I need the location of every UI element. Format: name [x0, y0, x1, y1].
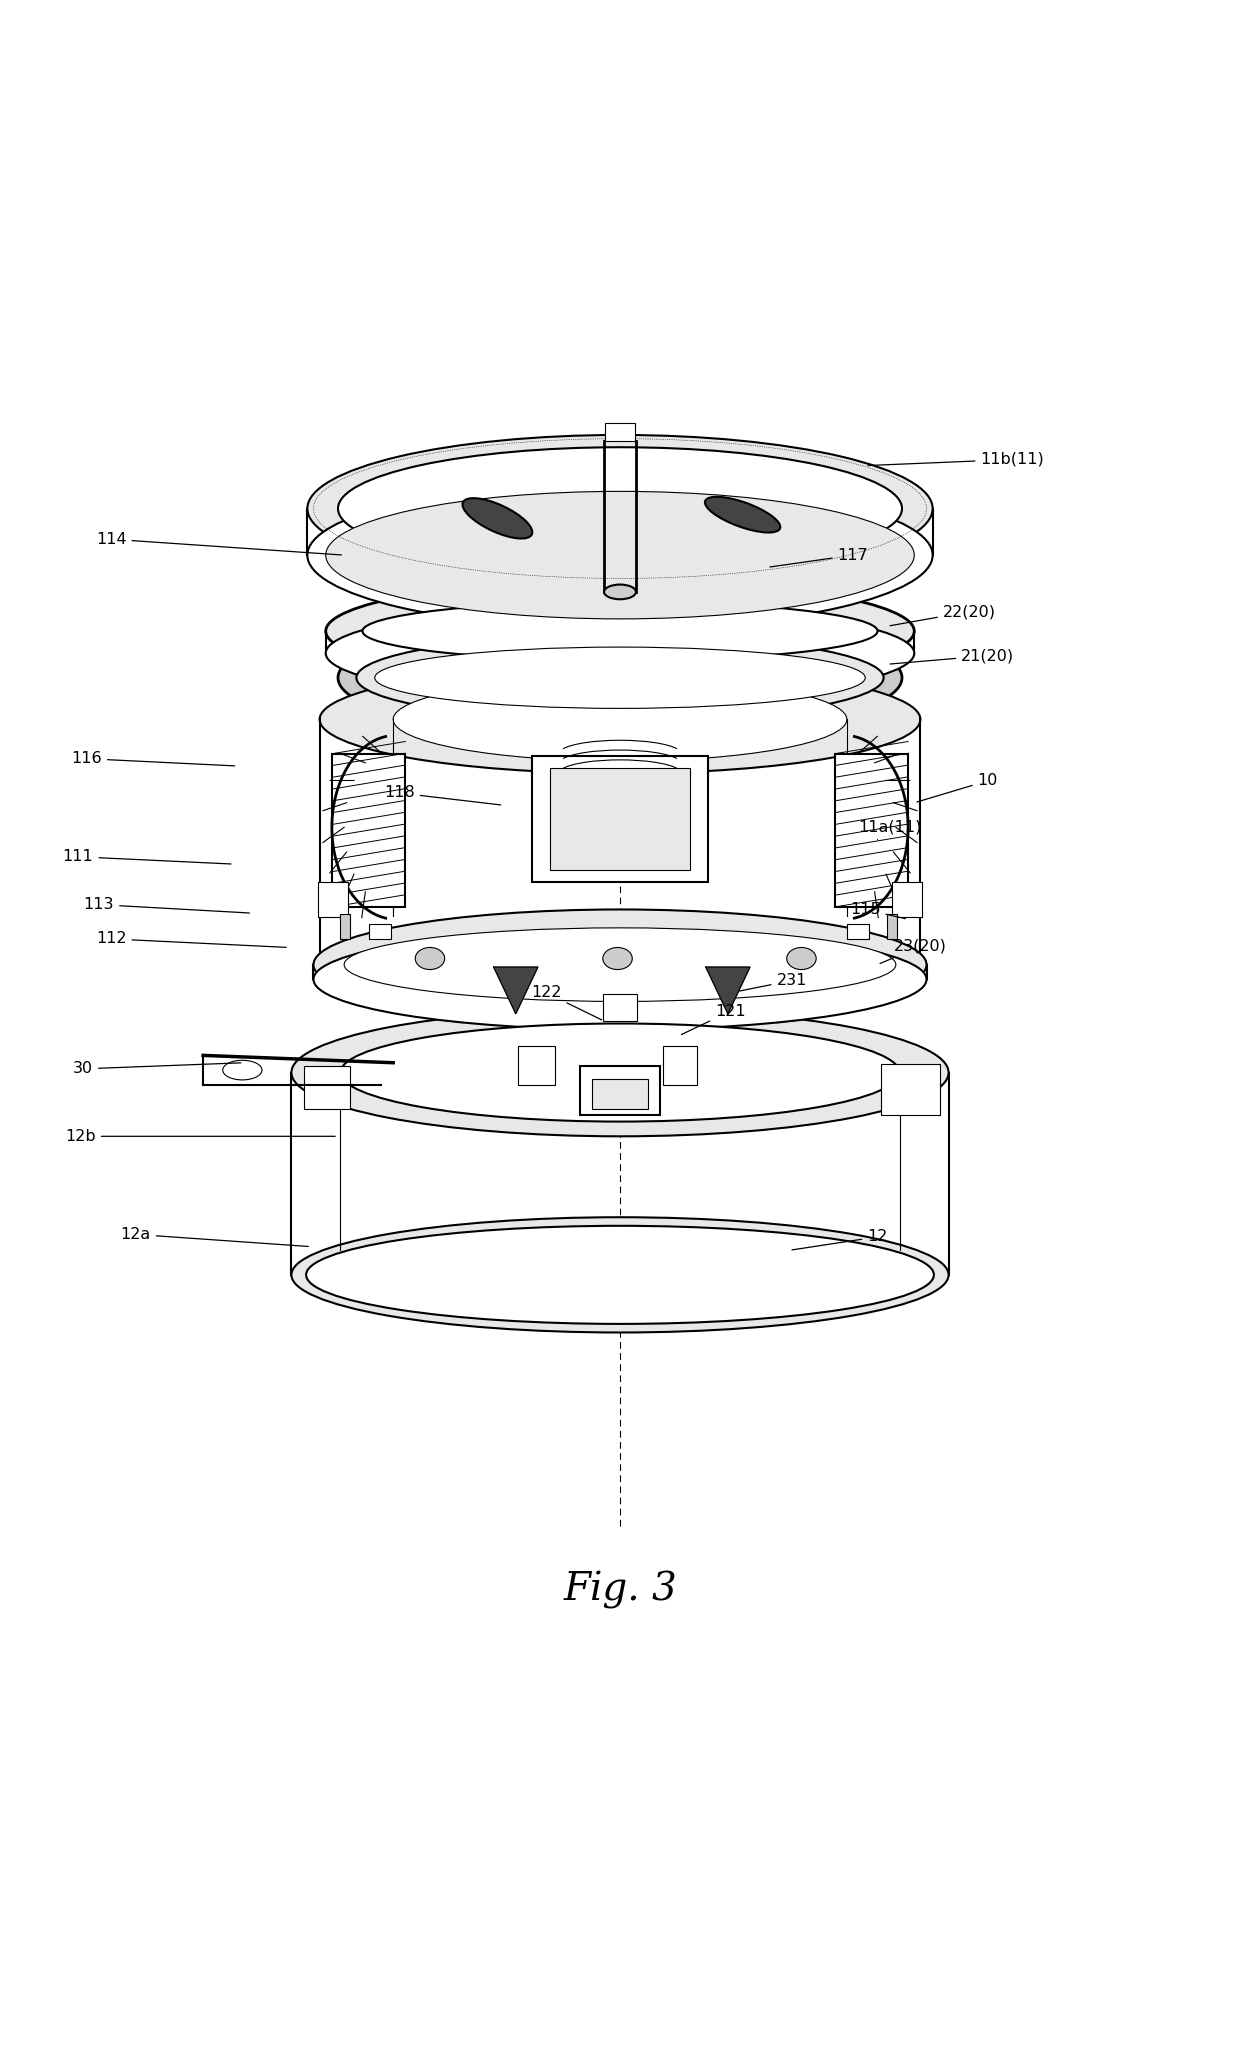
- Ellipse shape: [326, 606, 914, 700]
- Bar: [603, 995, 637, 1021]
- Ellipse shape: [291, 1218, 949, 1333]
- Ellipse shape: [393, 678, 847, 761]
- Text: 12a: 12a: [120, 1226, 309, 1247]
- Ellipse shape: [320, 911, 920, 1019]
- Ellipse shape: [362, 602, 878, 661]
- Bar: [332, 753, 405, 907]
- Ellipse shape: [308, 481, 932, 628]
- Text: 12b: 12b: [66, 1128, 335, 1144]
- Bar: [551, 768, 689, 870]
- Text: 21(20): 21(20): [890, 649, 1014, 663]
- Ellipse shape: [356, 635, 884, 721]
- Ellipse shape: [326, 579, 914, 682]
- Text: 22(20): 22(20): [890, 604, 996, 626]
- Ellipse shape: [786, 948, 816, 970]
- Text: 115: 115: [849, 903, 905, 919]
- Bar: [835, 753, 908, 907]
- Bar: [888, 915, 897, 940]
- Bar: [304, 1066, 350, 1109]
- Text: 112: 112: [95, 931, 286, 948]
- Ellipse shape: [326, 491, 914, 618]
- Text: 12: 12: [792, 1230, 888, 1251]
- Polygon shape: [706, 966, 750, 1013]
- Ellipse shape: [339, 446, 901, 569]
- Ellipse shape: [308, 434, 932, 581]
- Bar: [319, 882, 347, 917]
- Ellipse shape: [603, 948, 632, 970]
- Bar: [893, 882, 921, 917]
- Ellipse shape: [314, 929, 926, 1030]
- Text: 113: 113: [83, 897, 249, 913]
- Text: 114: 114: [95, 532, 341, 555]
- Text: 10: 10: [916, 774, 998, 802]
- Bar: [518, 1046, 556, 1085]
- Ellipse shape: [374, 647, 866, 708]
- Ellipse shape: [339, 616, 901, 739]
- Bar: [605, 424, 635, 440]
- Ellipse shape: [345, 927, 895, 1001]
- Bar: [341, 915, 350, 940]
- Bar: [663, 1046, 697, 1085]
- Text: 23(20): 23(20): [880, 940, 947, 964]
- Text: 231: 231: [739, 972, 807, 991]
- Ellipse shape: [223, 1060, 262, 1081]
- Text: 117: 117: [770, 549, 868, 567]
- Ellipse shape: [604, 585, 636, 600]
- Text: 11b(11): 11b(11): [868, 452, 1044, 467]
- Ellipse shape: [306, 1226, 934, 1324]
- Text: 11a(11): 11a(11): [858, 819, 921, 839]
- Ellipse shape: [314, 909, 926, 1019]
- Ellipse shape: [463, 497, 532, 538]
- Bar: [368, 923, 391, 940]
- Bar: [593, 1079, 647, 1109]
- Text: 118: 118: [384, 786, 501, 804]
- Text: 30: 30: [73, 1060, 241, 1077]
- Ellipse shape: [291, 1009, 949, 1136]
- Bar: [580, 1066, 660, 1116]
- Text: 116: 116: [72, 751, 234, 766]
- Text: 121: 121: [681, 1003, 745, 1034]
- Ellipse shape: [415, 948, 445, 970]
- Text: Fig. 3: Fig. 3: [563, 1570, 677, 1609]
- Text: 122: 122: [531, 985, 601, 1019]
- Bar: [532, 755, 708, 882]
- Bar: [882, 1064, 940, 1116]
- Bar: [847, 923, 869, 940]
- Ellipse shape: [341, 1024, 899, 1122]
- Text: 111: 111: [63, 850, 231, 864]
- Polygon shape: [494, 966, 538, 1013]
- Ellipse shape: [704, 497, 780, 532]
- Ellipse shape: [320, 665, 920, 774]
